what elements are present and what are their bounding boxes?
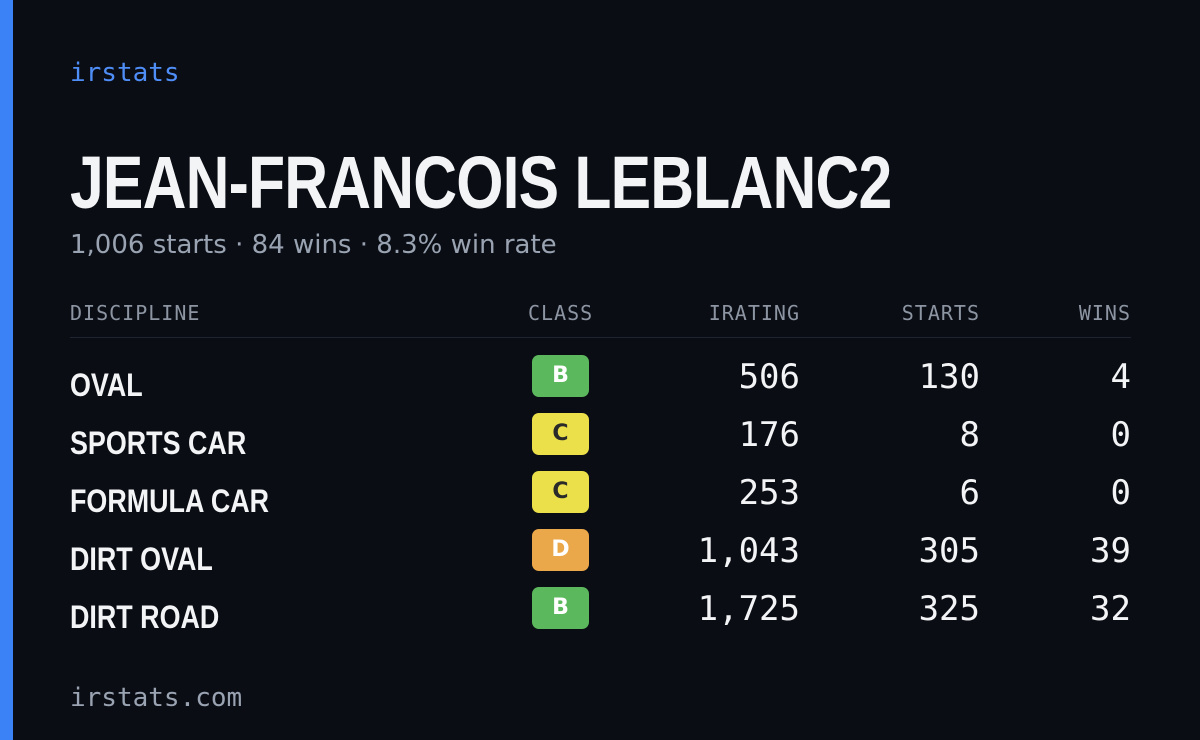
class-badge: D xyxy=(532,529,589,571)
starts-value: 130 xyxy=(918,357,980,397)
table-header: DISCIPLINE CLASS IRATING STARTS WINS xyxy=(70,300,1131,338)
table-row: DIRT ROAD B 1,725 325 32 xyxy=(70,587,1131,645)
discipline-label: DIRT ROAD xyxy=(70,599,220,635)
class-badge: C xyxy=(532,413,589,455)
starts-value: 6 xyxy=(959,473,980,513)
wins-value: 0 xyxy=(1110,473,1131,513)
wins-value: 39 xyxy=(1090,531,1131,571)
wins-value: 4 xyxy=(1110,357,1131,397)
discipline-label: DIRT OVAL xyxy=(70,541,213,577)
starts-value: 305 xyxy=(918,531,980,571)
summary-separator: · xyxy=(235,230,244,260)
brand-logo-text: irstats xyxy=(70,58,180,88)
footer-url: irstats.com xyxy=(70,683,243,713)
class-badge: C xyxy=(532,471,589,513)
discipline-label: OVAL xyxy=(70,367,143,403)
driver-summary: 1,006 starts · 84 wins · 8.3% win rate xyxy=(70,228,557,262)
discipline-label: FORMULA CAR xyxy=(70,483,270,519)
summary-separator: · xyxy=(359,230,369,260)
wins-value: 0 xyxy=(1110,415,1131,455)
table-row: DIRT OVAL D 1,043 305 39 xyxy=(70,529,1131,587)
class-badge: B xyxy=(532,355,589,397)
header-starts: STARTS xyxy=(901,301,980,325)
table-row: OVAL B 506 130 4 xyxy=(70,355,1131,413)
irating-value: 176 xyxy=(738,415,800,455)
wins-value: 32 xyxy=(1090,589,1131,629)
table-row: SPORTS CAR C 176 8 0 xyxy=(70,413,1131,471)
discipline-label: SPORTS CAR xyxy=(70,425,247,461)
table-row: FORMULA CAR C 253 6 0 xyxy=(70,471,1131,529)
header-discipline: DISCIPLINE xyxy=(70,301,201,325)
accent-bar xyxy=(0,0,13,740)
header-irating: IRATING xyxy=(708,301,800,325)
class-badge: B xyxy=(532,587,589,629)
irating-value: 253 xyxy=(738,473,800,513)
summary-wins: 84 wins xyxy=(251,230,352,260)
irating-value: 1,725 xyxy=(697,589,800,629)
summary-starts: 1,006 starts xyxy=(70,230,227,260)
header-wins: WINS xyxy=(1078,301,1131,325)
starts-value: 8 xyxy=(959,415,980,455)
header-class: CLASS xyxy=(528,301,594,325)
driver-name: JEAN-FRANCOIS LEBLANC2 xyxy=(70,141,892,224)
summary-win-rate: 8.3% win rate xyxy=(376,230,557,260)
irating-value: 1,043 xyxy=(697,531,800,571)
irating-value: 506 xyxy=(738,357,800,397)
starts-value: 325 xyxy=(918,589,980,629)
